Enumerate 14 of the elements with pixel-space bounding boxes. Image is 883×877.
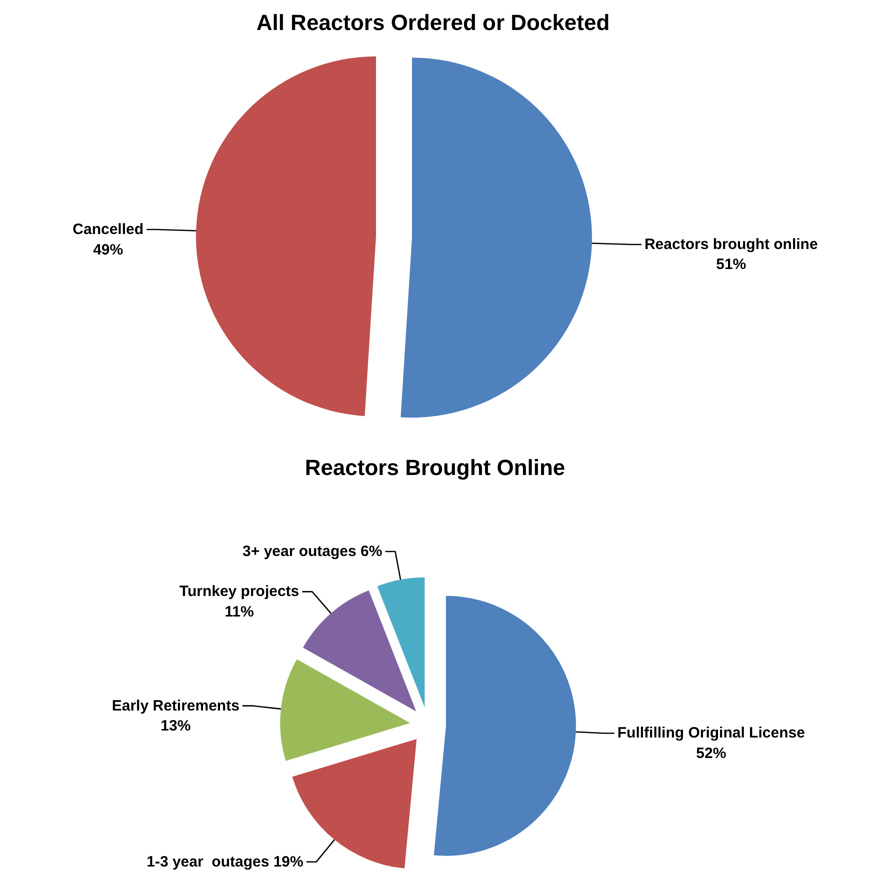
slice-label: Reactors brought online (644, 236, 818, 253)
slice-label: Turnkey projects (179, 583, 300, 600)
chart-title: Reactors Brought Online (304, 455, 566, 480)
data-label: 13% (160, 718, 191, 735)
slice-label: 3+ year outages 6% (242, 542, 382, 560)
data-label: 51% (716, 256, 746, 274)
data-label: 11% (224, 603, 254, 620)
chart-title: All Reactors Ordered or Docketed (256, 10, 610, 35)
data-label: 52% (696, 744, 726, 762)
data-label: 49% (93, 241, 124, 258)
slice-label: 1-3 year outages 19% (146, 853, 304, 870)
slice-label: Fullfilling Original License (617, 724, 805, 742)
slice-label: Early Retirements (112, 697, 240, 714)
slice-label: Cancelled (72, 221, 144, 238)
